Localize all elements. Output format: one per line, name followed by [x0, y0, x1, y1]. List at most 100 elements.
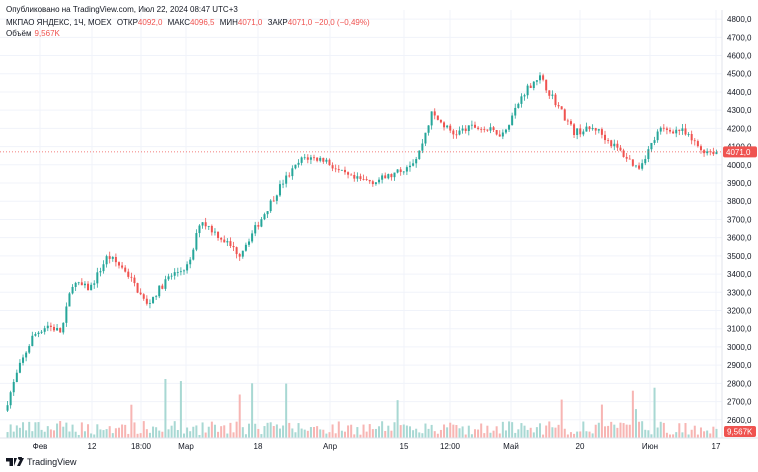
volume-bar: [34, 422, 37, 438]
candle-body: [192, 249, 195, 260]
volume-bar: [12, 431, 15, 438]
volume-bar: [699, 427, 702, 438]
volume-bar: [631, 390, 634, 438]
candle-body: [155, 296, 158, 298]
price-tick-label: 2800,0: [727, 379, 752, 388]
candle-body: [189, 259, 192, 265]
volume-bar: [610, 421, 613, 438]
candle-body: [473, 124, 476, 128]
volume-label[interactable]: Объём: [6, 29, 32, 38]
volume-bar: [83, 431, 86, 438]
candle-body: [291, 168, 294, 177]
volume-bar: [77, 434, 80, 438]
candle-body: [467, 125, 470, 131]
candle-body: [508, 125, 511, 130]
candle-body: [62, 322, 65, 333]
candle-body: [356, 176, 359, 179]
volume-bar: [15, 425, 18, 438]
candle-body: [495, 130, 498, 135]
volume-bar: [439, 429, 442, 438]
candle-body: [669, 129, 672, 132]
candle-body: [421, 143, 424, 151]
price-tick-label: 3500,0: [727, 252, 752, 261]
candle-body: [278, 184, 281, 196]
volume-bar: [384, 430, 387, 438]
price-tick-label: 3300,0: [727, 288, 752, 297]
last-volume-label: 9,567K: [727, 428, 753, 437]
price-tick-label: 4700,0: [727, 33, 752, 42]
candle-body: [591, 128, 594, 130]
candle-body: [152, 297, 155, 304]
volume-bar: [523, 425, 526, 438]
candle-body: [384, 175, 387, 179]
candle-body: [480, 128, 483, 130]
volume-bar: [424, 423, 427, 438]
candle-body: [331, 165, 334, 169]
time-axis[interactable]: Фев 12 18:00 Мар 18 Апр 15 12:00 Май 20 Июн 17: [33, 442, 721, 451]
volume-bar: [340, 430, 343, 438]
volume-bar: [489, 432, 492, 438]
volume-bar: [526, 429, 529, 438]
price-axis[interactable]: 4800,0 4700,0 4600,0 4500,0 4400,0 4300,0 4200…: [727, 15, 752, 425]
volume-bar: [9, 424, 12, 438]
candle-body: [316, 157, 319, 161]
volume-bar: [418, 432, 421, 438]
volume-bar: [706, 430, 709, 438]
volume-bar: [659, 421, 662, 438]
volume-bar: [473, 429, 476, 438]
tradingview-footer[interactable]: TradingView: [6, 457, 77, 467]
candle-body: [436, 115, 439, 120]
time-tick-label: 15: [400, 442, 409, 451]
volume-bar: [387, 425, 390, 438]
volume-bar: [278, 428, 281, 438]
volume-bar: [486, 425, 489, 438]
volume-bar: [142, 421, 145, 438]
volume-bar: [675, 432, 678, 438]
candle-body: [350, 174, 353, 176]
volume-bar: [65, 422, 68, 438]
candle-body: [322, 157, 325, 162]
price-tick-label: 2600,0: [727, 416, 752, 425]
volume-bar: [192, 426, 195, 438]
volume-bar: [316, 426, 319, 438]
volume-bar: [498, 433, 501, 438]
candle-body: [83, 283, 86, 286]
time-tick-label: Май: [503, 442, 519, 451]
time-tick-label: 12:00: [440, 442, 461, 451]
price-tick-label: 3700,0: [727, 215, 752, 224]
candle-body: [254, 225, 257, 234]
candle-body: [257, 225, 260, 227]
candle-body: [9, 392, 12, 406]
candle-body: [600, 129, 603, 135]
volume-bar: [687, 434, 690, 438]
price-tick-label: 3100,0: [727, 325, 752, 334]
volume-bar: [650, 434, 653, 438]
candle-body: [28, 346, 31, 353]
volume-bar: [182, 433, 186, 438]
volume-bar: [226, 433, 229, 438]
high-label: МАКС: [167, 18, 190, 27]
volume-bar: [148, 432, 151, 438]
time-tick-label: 12: [88, 442, 97, 451]
candle-body: [545, 79, 548, 91]
volume-bar: [477, 429, 480, 438]
volume-bar: [669, 434, 672, 438]
candle-body: [285, 175, 288, 184]
last-price-badge: 4071,0: [723, 146, 757, 158]
volume-bar: [504, 430, 507, 438]
volume-bar: [563, 428, 566, 438]
candle-body: [511, 115, 514, 126]
candle-body: [573, 124, 576, 136]
volume-bar: [446, 427, 449, 438]
candle-body: [424, 132, 427, 144]
volume-bar: [594, 424, 597, 438]
candle-body: [77, 282, 80, 284]
volume-bar: [300, 428, 303, 438]
candle-body: [402, 171, 405, 173]
symbol-label[interactable]: МКПАО ЯНДЕКС, 1Ч, MOEX: [6, 18, 112, 27]
candle-body: [554, 94, 557, 106]
candle-body: [108, 256, 111, 259]
candle-body: [628, 158, 631, 160]
volume-bar: [272, 426, 275, 438]
